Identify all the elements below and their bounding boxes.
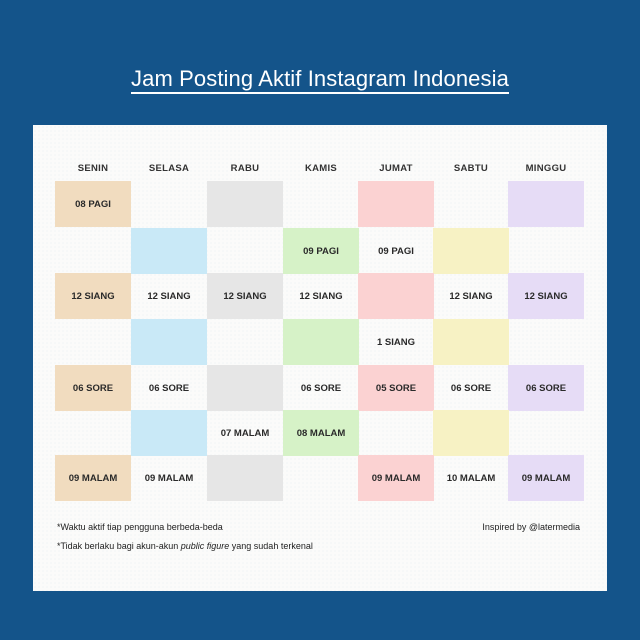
schedule-cell-sabtu-row2 xyxy=(433,228,509,274)
schedule-cell-minggu-row1 xyxy=(508,181,584,227)
schedule-cell-selasa-row7: 09 MALAM xyxy=(144,472,194,484)
page-title: Jam Posting Aktif Instagram Indonesia xyxy=(0,66,640,94)
schedule-cell-rabu-row7 xyxy=(207,455,283,501)
schedule-cell-senin-row3: 12 SIANG xyxy=(55,273,131,319)
schedule-cell-jumat-row7: 09 MALAM xyxy=(358,455,434,501)
schedule-cell-minggu-row5: 06 SORE xyxy=(508,365,584,411)
schedule-cell-sabtu-row3: 12 SIANG xyxy=(449,290,493,302)
schedule-cell-selasa-row6 xyxy=(131,410,207,456)
schedule-cell-rabu-row5 xyxy=(207,365,283,411)
schedule-cell-kamis-row6: 08 MALAM xyxy=(283,410,359,456)
footnote-2-start: *Tidak berlaku bagi akun-akun xyxy=(57,541,181,551)
footnote-2: *Tidak berlaku bagi akun-akun public fig… xyxy=(57,541,313,551)
footnote-2-end: yang sudah terkenal xyxy=(229,541,313,551)
schedule-cell-selasa-row5: 06 SORE xyxy=(148,382,190,394)
schedule-cell-kamis-row5: 06 SORE xyxy=(300,382,342,394)
day-header-minggu: MINGGU xyxy=(525,163,567,174)
day-header-jumat: JUMAT xyxy=(379,163,413,174)
schedule-cell-jumat-row4: 1 SIANG xyxy=(376,336,415,348)
page-title-text: Jam Posting Aktif Instagram Indonesia xyxy=(131,66,509,94)
schedule-cell-kamis-row4 xyxy=(283,319,359,365)
schedule-cell-selasa-row3: 12 SIANG xyxy=(147,290,191,302)
schedule-cell-sabtu-row5: 06 SORE xyxy=(450,382,492,394)
schedule-cell-rabu-row3: 12 SIANG xyxy=(207,273,283,319)
footnote-2-emphasis: public figure xyxy=(180,541,230,551)
schedule-cell-senin-row7: 09 MALAM xyxy=(55,455,131,501)
schedule-cell-sabtu-row6 xyxy=(433,410,509,456)
schedule-cell-senin-row1: 08 PAGI xyxy=(55,181,131,227)
schedule-cell-jumat-row1 xyxy=(358,181,434,227)
credit-text: Inspired by @latermedia xyxy=(482,522,580,532)
schedule-cell-kamis-row3: 12 SIANG xyxy=(299,290,343,302)
schedule-cell-jumat-row2: 09 PAGI xyxy=(378,245,414,257)
day-header-sabtu: SABTU xyxy=(453,163,489,174)
schedule-cell-senin-row5: 06 SORE xyxy=(55,365,131,411)
schedule-cell-selasa-row4 xyxy=(131,319,207,365)
schedule-cell-selasa-row2 xyxy=(131,228,207,274)
schedule-cell-minggu-row7: 09 MALAM xyxy=(508,455,584,501)
schedule-cell-jumat-row5: 05 SORE xyxy=(358,365,434,411)
schedule-cell-jumat-row3 xyxy=(358,273,434,319)
schedule-cell-rabu-row6: 07 MALAM xyxy=(220,427,270,439)
schedule-card: SENIN SELASA RABU KAMIS JUMAT SABTU MINGGU 08 … xyxy=(33,125,607,591)
schedule-cell-sabtu-row7: 10 MALAM xyxy=(446,472,496,484)
schedule-cell-minggu-row3: 12 SIANG xyxy=(508,273,584,319)
day-header-senin: SENIN xyxy=(77,163,109,174)
schedule-cell-sabtu-row4 xyxy=(433,319,509,365)
schedule-cell-rabu-row1 xyxy=(207,181,283,227)
footnote-1: *Waktu aktif tiap pengguna berbeda-beda xyxy=(57,522,223,532)
day-header-selasa: SELASA xyxy=(148,163,190,174)
schedule-cell-kamis-row2: 09 PAGI xyxy=(283,228,359,274)
day-header-kamis: KAMIS xyxy=(304,163,338,174)
day-header-rabu: RABU xyxy=(230,163,260,174)
